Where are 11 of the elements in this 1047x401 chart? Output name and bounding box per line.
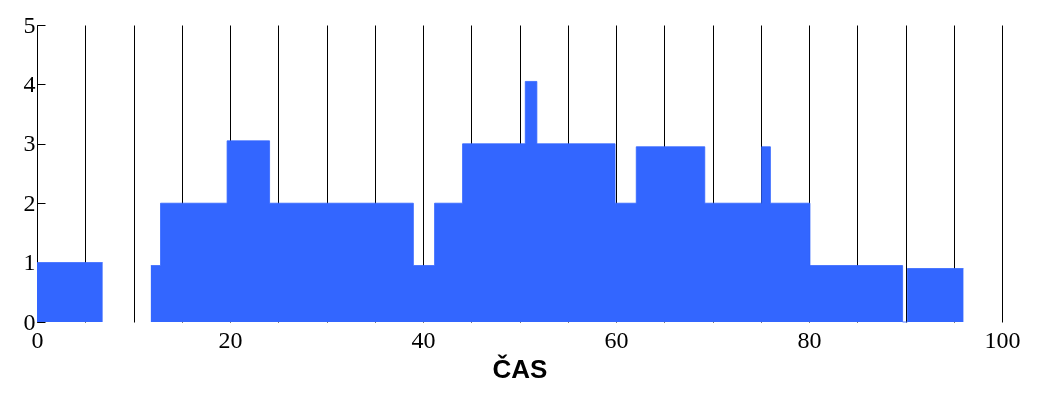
x-tick-label: 80 bbox=[797, 326, 822, 353]
x-tick-label: 60 bbox=[604, 326, 629, 353]
x-tick-label: 40 bbox=[411, 326, 436, 353]
x-tick-label: 20 bbox=[218, 326, 243, 353]
x-tick-label: 100 bbox=[984, 326, 1021, 353]
y-tick-label: 4 bbox=[23, 70, 36, 97]
x-axis-title: ČAS bbox=[492, 353, 548, 384]
y-tick-label: 3 bbox=[23, 130, 36, 157]
y-tick-label: 5 bbox=[23, 11, 36, 38]
y-tick-label: 2 bbox=[23, 189, 36, 216]
y-tick-label: 1 bbox=[23, 249, 36, 276]
